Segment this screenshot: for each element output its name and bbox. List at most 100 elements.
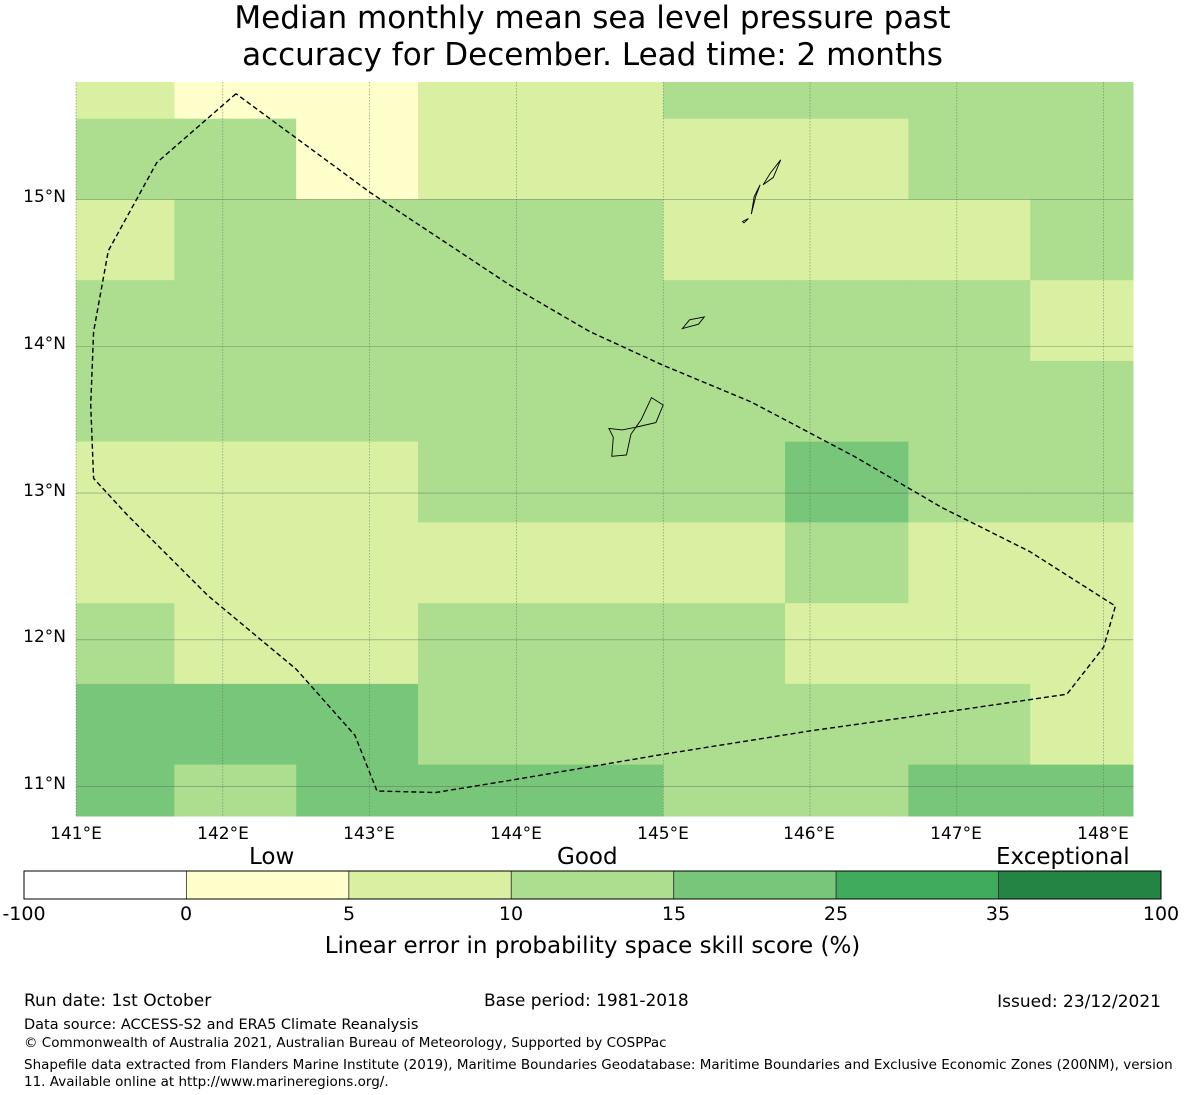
skill-cell	[908, 119, 1030, 200]
skill-cell	[174, 522, 296, 603]
skill-cell	[76, 199, 175, 280]
skill-cell	[76, 280, 175, 361]
skill-cell	[908, 280, 1030, 361]
skill-cell	[76, 765, 175, 817]
skill-cell	[174, 765, 296, 817]
skill-cell	[296, 684, 418, 765]
x-tick-label: 141°E	[36, 824, 116, 844]
colorbar-segment	[836, 871, 998, 899]
skill-cell	[663, 765, 785, 817]
legend-category-good: Good	[557, 843, 618, 871]
skill-cell	[1030, 119, 1133, 200]
skill-cell	[1030, 442, 1133, 523]
skill-cell	[908, 765, 1030, 817]
colorbar-segment	[511, 871, 673, 899]
skill-cell	[296, 361, 418, 442]
colorbar-segment	[186, 871, 348, 899]
skill-cell	[418, 522, 664, 603]
skill-cell	[1030, 361, 1133, 442]
skill-cell	[908, 442, 1030, 523]
colorbar	[24, 871, 1161, 899]
x-tick-label: 147°E	[916, 824, 996, 844]
skill-cell	[785, 82, 909, 119]
base-period: Base period: 1981-2018	[484, 991, 689, 1011]
skill-cell	[76, 522, 175, 603]
skill-cell	[296, 442, 418, 523]
skill-cells	[76, 82, 1134, 817]
skill-cell	[76, 684, 175, 765]
x-tick-label: 144°E	[476, 824, 556, 844]
skill-cell	[908, 522, 1030, 603]
skill-cell	[76, 82, 175, 119]
skill-cell	[1030, 82, 1133, 119]
colorbar-title: Linear error in probability space skill …	[0, 931, 1185, 961]
colorbar-tick-label: -100	[0, 902, 54, 926]
skill-cell	[418, 361, 664, 442]
legend-category-exceptional: Exceptional	[996, 843, 1130, 871]
y-tick-label: 15°N	[0, 187, 66, 207]
colorbar-segment	[999, 871, 1161, 899]
skill-cell	[1030, 684, 1133, 765]
colorbar-tick-label: 15	[644, 902, 704, 926]
y-tick-label: 13°N	[0, 481, 66, 501]
skill-cell	[1030, 199, 1133, 280]
skill-cell	[1030, 603, 1133, 684]
skill-cell	[296, 603, 418, 684]
x-tick-label: 148°E	[1063, 824, 1143, 844]
skill-cell	[908, 361, 1030, 442]
colorbar-tick-label: 5	[319, 902, 379, 926]
skill-cell	[663, 603, 785, 684]
colorbar-segment	[24, 871, 186, 899]
skill-cell	[174, 603, 296, 684]
skill-cell	[174, 442, 296, 523]
skill-cell	[418, 82, 664, 119]
y-tick-label: 12°N	[0, 627, 66, 647]
skill-cell	[908, 684, 1030, 765]
skill-cell	[76, 603, 175, 684]
skill-cell	[785, 442, 909, 523]
skill-cell	[76, 442, 175, 523]
copyright-notice: © Commonwealth of Australia 2021, Austra…	[24, 1033, 667, 1053]
skill-cell	[785, 522, 909, 603]
skill-cell	[1030, 765, 1133, 817]
skill-cell	[418, 603, 664, 684]
colorbar-tick-label: 25	[806, 902, 866, 926]
run-date: Run date: 1st October	[24, 991, 211, 1011]
skill-cell	[785, 119, 909, 200]
skill-cell	[296, 280, 418, 361]
x-tick-label: 143°E	[329, 824, 409, 844]
skill-cell	[908, 199, 1030, 280]
shapefile-note: Shapefile data extracted from Flanders M…	[24, 1057, 1174, 1091]
skill-cell	[174, 684, 296, 765]
colorbar-segment	[349, 871, 511, 899]
skill-cell	[296, 119, 418, 200]
legend-category-low: Low	[249, 843, 294, 871]
colorbar-tick-label: 0	[156, 902, 216, 926]
skill-cell	[785, 603, 909, 684]
x-tick-label: 146°E	[769, 824, 849, 844]
colorbar-segment	[674, 871, 836, 899]
y-tick-label: 14°N	[0, 334, 66, 354]
skill-cell	[785, 280, 909, 361]
skill-cell	[908, 603, 1030, 684]
skill-cell	[174, 280, 296, 361]
skill-cell	[174, 199, 296, 280]
x-tick-label: 145°E	[623, 824, 703, 844]
skill-cell	[296, 765, 418, 817]
y-tick-label: 11°N	[0, 774, 66, 794]
skill-cell	[663, 199, 785, 280]
skill-cell	[174, 82, 296, 119]
skill-cell	[76, 361, 175, 442]
skill-cell	[296, 522, 418, 603]
x-tick-label: 142°E	[183, 824, 263, 844]
skill-cell	[663, 119, 785, 200]
skill-cell	[785, 765, 909, 817]
colorbar-tick-label: 35	[968, 902, 1028, 926]
skill-cell	[663, 442, 785, 523]
skill-cell	[663, 684, 785, 765]
colorbar-tick-label: 10	[481, 902, 541, 926]
skill-cell	[296, 82, 418, 119]
skill-cell	[1030, 280, 1133, 361]
skill-cell	[663, 522, 785, 603]
skill-cell	[418, 280, 664, 361]
